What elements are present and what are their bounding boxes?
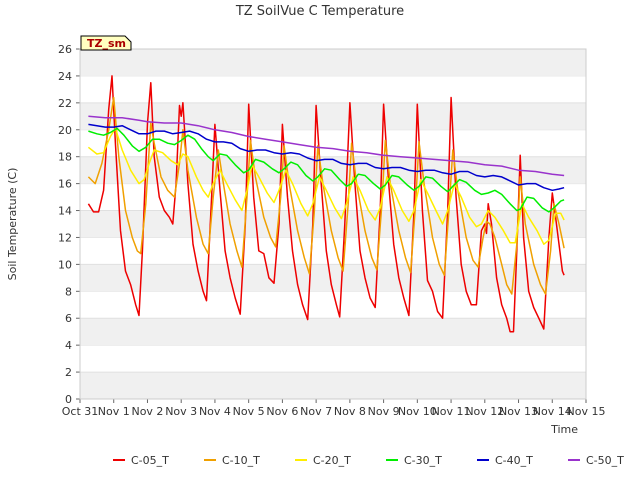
grid-band	[80, 49, 586, 76]
x-tick-label: Nov 11	[432, 405, 471, 418]
series-line-c-30-t	[88, 127, 565, 213]
x-tick-label: Nov 3	[165, 405, 197, 418]
y-tick-label: 24	[58, 70, 72, 83]
grid-bands	[80, 48, 586, 399]
y-tick-label: 20	[58, 124, 72, 137]
series-line-c-40-t	[88, 123, 565, 192]
x-tick-label: Nov 6	[266, 405, 298, 418]
y-tick-label: 10	[58, 258, 72, 271]
legend: C-05_T C-10_T C-20_T C-30_T C-40_T C-50_T	[113, 454, 624, 467]
y-tick-label: 8	[65, 285, 72, 298]
y-tick-label: 12	[58, 231, 72, 244]
station-badge-label: TZ_sm	[87, 37, 126, 50]
y-tick-label: 2	[65, 366, 72, 379]
grid-band	[80, 210, 586, 238]
y-tick-label: 6	[65, 312, 72, 325]
x-tick-label: Nov 12	[465, 405, 504, 418]
grid-band	[80, 318, 586, 346]
y-axis-title: Soil Temperature (C)	[6, 168, 19, 281]
legend-label: C-20_T	[313, 454, 351, 467]
x-tick-label: Nov 13	[499, 405, 538, 418]
y-tick-label: 4	[65, 339, 72, 352]
x-tick-label: Nov 14	[533, 405, 572, 418]
y-tick-label: 16	[58, 178, 72, 191]
x-tick-label: Oct 31	[62, 405, 99, 418]
x-tick-label: Nov 1	[98, 405, 130, 418]
y-tick-label: 14	[58, 205, 72, 218]
grid-band	[80, 156, 586, 184]
x-tick-label: Nov 10	[398, 405, 437, 418]
y-tick-label: 26	[58, 43, 72, 56]
legend-label: C-40_T	[495, 454, 533, 467]
y-tick-label: 22	[58, 97, 72, 110]
grid-band	[80, 102, 586, 130]
legend-label: C-50_T	[586, 454, 624, 467]
legend-label: C-05_T	[131, 454, 169, 467]
x-tick-label: Nov 2	[131, 405, 163, 418]
series-line-c-50-t	[88, 115, 565, 177]
x-tick-label: Nov 9	[368, 405, 400, 418]
y-tick-label: 0	[65, 393, 72, 406]
chart-title: TZ SoilVue C Temperature	[235, 4, 404, 19]
x-axis-title: Time	[550, 423, 578, 436]
x-tick-label: Nov 8	[334, 405, 366, 418]
x-tick-label: Nov 15	[567, 405, 606, 418]
series-line-c-05-t	[87, 75, 565, 333]
x-tick-label: Nov 5	[233, 405, 265, 418]
grid-band	[80, 264, 586, 292]
x-tick-label: Nov 7	[300, 405, 332, 418]
legend-label: C-30_T	[404, 454, 442, 467]
y-tick-label: 18	[58, 151, 72, 164]
grid-band	[80, 372, 586, 399]
series-line-c-10-t	[87, 96, 565, 295]
x-tick-label: Nov 4	[199, 405, 231, 418]
plot-frame	[79, 48, 587, 400]
legend-label: C-10_T	[222, 454, 260, 467]
x-axis-ticks: Oct 31 Nov 1 Nov 2 Nov 3 Nov 4 Nov 5 Nov 6 Nov …	[62, 399, 606, 418]
series-lines	[87, 75, 565, 333]
station-badge: TZ_sm	[80, 35, 132, 51]
series-line-c-20-t	[87, 127, 565, 245]
